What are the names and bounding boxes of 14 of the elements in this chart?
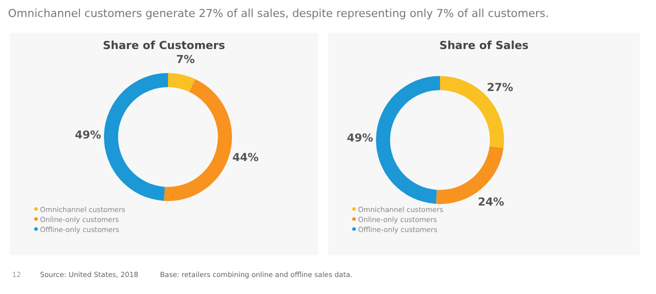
data-label: 49%: [346, 131, 374, 144]
data-label: 44%: [232, 150, 259, 164]
data-label: 7%: [176, 52, 195, 66]
data-label: 24%: [478, 196, 504, 209]
donut-slice: [164, 79, 232, 201]
donut-slice: [168, 73, 196, 92]
donut-slice: [376, 76, 440, 204]
chart-title: Share of Customers: [102, 39, 226, 52]
donut-slice: [104, 73, 168, 201]
text: Omnichannel customers generate 27% of all sales, despite representing only 7% of all customers.: [8, 7, 549, 20]
data-label: 49%: [74, 128, 102, 142]
data-label: 27%: [486, 81, 514, 94]
donut-slice: [436, 146, 504, 204]
chart-title: Share of Sales: [439, 39, 530, 52]
